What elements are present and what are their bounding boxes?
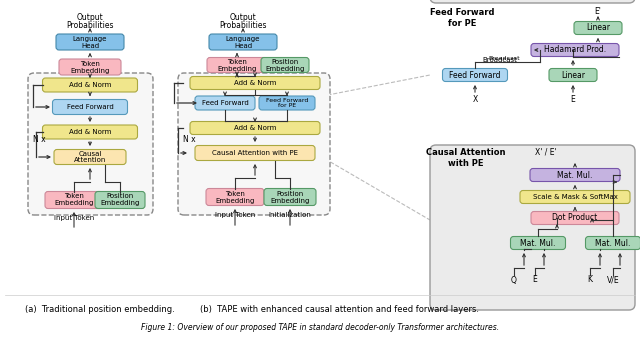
Text: X' / E': X' / E' [535,148,557,157]
FancyBboxPatch shape [190,77,320,90]
Text: Input Token: Input Token [54,215,94,221]
Text: E: E [571,95,575,104]
Text: Causal
Attention: Causal Attention [74,150,106,163]
Text: Broadcast: Broadcast [483,57,517,63]
FancyBboxPatch shape [56,34,124,50]
Text: K: K [588,275,593,284]
Text: Add & Norm: Add & Norm [69,129,111,135]
FancyBboxPatch shape [531,211,619,225]
Text: Feed Forward: Feed Forward [67,104,113,110]
Text: Linear: Linear [586,23,610,32]
Text: Probabilities: Probabilities [67,21,114,30]
Text: Position
Embedding: Position Embedding [100,194,140,207]
FancyBboxPatch shape [95,192,145,208]
Text: Feed Forward: Feed Forward [202,100,248,106]
Text: Feed Forward
for PE: Feed Forward for PE [266,98,308,108]
Text: Mat. Mul.: Mat. Mul. [520,238,556,248]
FancyBboxPatch shape [520,190,630,203]
Text: Q: Q [511,275,517,284]
Text: Initialization: Initialization [269,212,312,218]
Text: Causal Attention with PE: Causal Attention with PE [212,150,298,156]
FancyBboxPatch shape [530,168,620,181]
Text: Token
Embedding: Token Embedding [54,194,93,207]
FancyBboxPatch shape [264,189,316,206]
Text: Hadamard Prod.: Hadamard Prod. [544,45,606,54]
Text: Broadcast: Broadcast [488,55,520,60]
Text: E: E [532,275,538,284]
Text: Dot Product: Dot Product [552,213,598,222]
FancyBboxPatch shape [42,125,138,139]
Text: Mat. Mul.: Mat. Mul. [557,171,593,180]
FancyBboxPatch shape [574,22,622,35]
Text: (a)  Traditional position embedding.: (a) Traditional position embedding. [25,305,175,314]
Text: Token
Embedding: Token Embedding [215,190,255,203]
Text: N x: N x [33,135,45,144]
FancyBboxPatch shape [42,78,138,92]
FancyBboxPatch shape [549,68,597,81]
Text: Add & Norm: Add & Norm [234,125,276,131]
Text: Causal Attention
with PE: Causal Attention with PE [426,148,506,168]
FancyBboxPatch shape [54,149,126,165]
FancyBboxPatch shape [207,58,267,72]
Text: N x: N x [183,135,196,144]
Text: Linear: Linear [561,71,585,80]
FancyBboxPatch shape [52,99,127,114]
FancyBboxPatch shape [430,0,635,3]
FancyBboxPatch shape [45,192,103,208]
Text: Mat. Mul.: Mat. Mul. [595,238,630,248]
Text: (b)  TAPE with enhanced causal attention and feed forward layers.: (b) TAPE with enhanced causal attention … [200,305,479,314]
FancyBboxPatch shape [586,237,640,249]
FancyBboxPatch shape [430,145,635,310]
Text: Add & Norm: Add & Norm [234,80,276,86]
Text: Probabilities: Probabilities [220,21,267,30]
FancyBboxPatch shape [28,73,153,215]
Text: V/E: V/E [607,275,620,284]
FancyBboxPatch shape [195,145,315,161]
Text: E': E' [595,8,602,17]
FancyBboxPatch shape [261,58,309,72]
FancyBboxPatch shape [259,96,315,110]
Text: Figure 1: Overview of our proposed TAPE in standard decoder-only Transformer arc: Figure 1: Overview of our proposed TAPE … [141,324,499,333]
Text: Add & Norm: Add & Norm [69,82,111,88]
FancyBboxPatch shape [209,34,277,50]
Text: Feed Forward
for PE: Feed Forward for PE [429,8,494,28]
Text: Language
Head: Language Head [73,36,107,49]
FancyBboxPatch shape [190,122,320,135]
Text: Position
Embedding: Position Embedding [266,58,305,72]
FancyBboxPatch shape [206,189,264,206]
FancyBboxPatch shape [59,59,121,75]
Text: Output: Output [77,13,104,22]
Text: Token
Embedding: Token Embedding [70,60,109,73]
FancyBboxPatch shape [511,237,566,249]
Text: Language
Head: Language Head [226,36,260,49]
FancyBboxPatch shape [531,44,619,57]
Text: Token
Embedding: Token Embedding [218,58,257,72]
Text: Scale & Mask & SoftMax: Scale & Mask & SoftMax [532,194,618,200]
FancyBboxPatch shape [442,68,508,81]
Text: Position
Embedding: Position Embedding [270,190,310,203]
FancyBboxPatch shape [195,96,255,110]
Text: Feed Forward: Feed Forward [449,71,500,80]
Text: Output: Output [230,13,257,22]
Text: Input Token: Input Token [215,212,255,218]
Text: X: X [472,95,477,104]
FancyBboxPatch shape [178,73,330,215]
